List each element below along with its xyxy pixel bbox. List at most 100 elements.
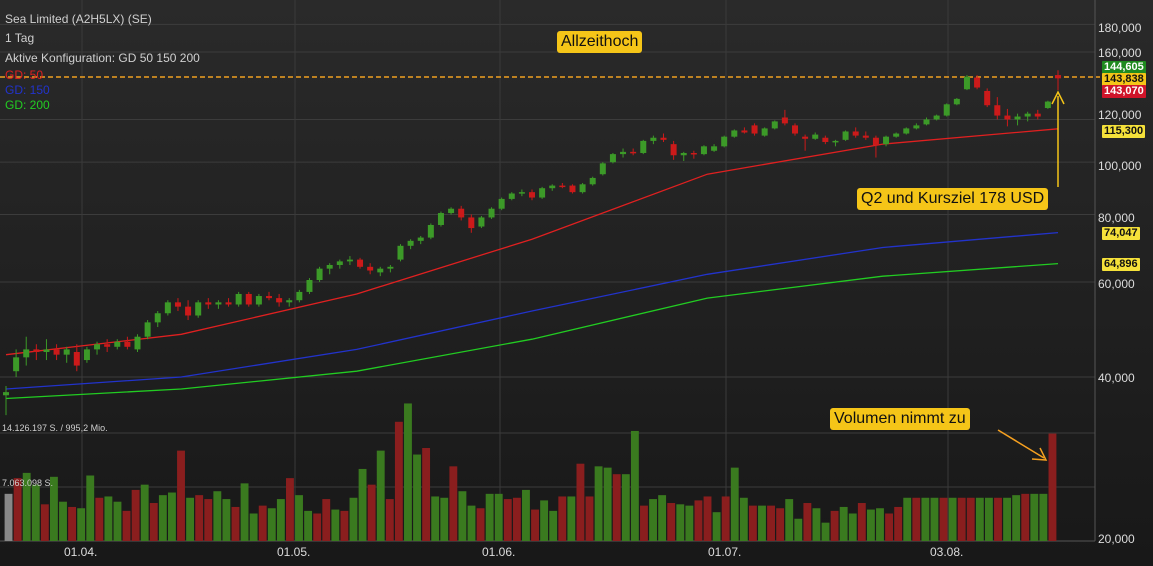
volume-bar	[467, 505, 476, 541]
volume-bar	[594, 466, 603, 541]
candle-body	[437, 213, 444, 225]
candle-body	[893, 133, 900, 137]
candle-body	[134, 336, 141, 350]
candle-body	[630, 151, 637, 154]
candle-body	[276, 298, 283, 303]
candle-body	[943, 104, 950, 116]
volume-bar	[694, 500, 703, 541]
volume-bar	[984, 497, 993, 541]
candle-body	[215, 302, 222, 305]
y-tick-label: 180,000	[1098, 21, 1142, 35]
volume-bar	[313, 513, 322, 541]
candle-body	[1044, 101, 1051, 109]
volume-bar	[857, 503, 866, 541]
annotation-arrow	[997, 429, 1045, 459]
volume-bar	[13, 478, 22, 541]
ma200-line	[5, 262, 1059, 400]
candle-body	[518, 192, 525, 194]
volume-bar	[948, 497, 957, 541]
x-tick-label: 03.08.	[930, 545, 964, 559]
candle-body	[326, 264, 333, 269]
candle-body	[731, 130, 738, 137]
volume-bar	[885, 513, 894, 541]
candle-body	[43, 349, 50, 353]
volume-bar	[703, 496, 712, 541]
volume-bar	[431, 496, 440, 541]
volume-bar	[803, 503, 812, 541]
candle-body	[154, 313, 161, 323]
candle-body	[933, 115, 940, 120]
ma50-line	[5, 128, 1059, 356]
volume-bar	[149, 503, 158, 541]
candle-body	[83, 349, 90, 361]
volume-bar	[603, 467, 612, 541]
volume-bar	[413, 454, 421, 541]
volume-bar	[267, 508, 276, 541]
volume-bar	[512, 497, 521, 541]
candle-body	[923, 119, 930, 125]
volume-bar	[966, 497, 975, 541]
candle-body	[63, 349, 70, 355]
volume-max-label: 14.126.197 S. / 995,2 Mio.	[2, 423, 108, 433]
candle-body	[994, 105, 1001, 116]
candle-body	[792, 125, 798, 134]
volume-bar	[186, 497, 195, 541]
volume-bar	[930, 497, 939, 541]
y-tick-label: 20,000	[1098, 532, 1135, 546]
y-tick-label: 120,000	[1098, 108, 1142, 122]
volume-bar	[1030, 493, 1039, 541]
volume-bar	[22, 472, 31, 541]
candle-body	[468, 217, 475, 229]
candle-body	[235, 293, 242, 305]
annotation-arrowhead	[1031, 447, 1048, 461]
volume-bar	[767, 505, 775, 541]
volume-bar	[776, 508, 785, 541]
volume-bar	[567, 496, 576, 541]
candle-body	[53, 349, 60, 355]
volume-bar	[830, 510, 839, 541]
volume-bar	[68, 506, 77, 541]
candle-body	[336, 261, 343, 265]
y-tick-label: 40,000	[1098, 371, 1135, 385]
volume-bar	[177, 450, 185, 541]
volume-bar	[667, 503, 676, 541]
candle-body	[650, 137, 657, 141]
volume-bar	[158, 495, 167, 541]
candle-body	[23, 349, 30, 358]
candle-body	[812, 134, 819, 139]
volume-bar	[4, 493, 13, 541]
volume-bar	[295, 495, 303, 541]
candle-body	[559, 185, 566, 188]
candle-body	[680, 152, 687, 156]
volume-bar	[676, 504, 685, 541]
volume-bar	[440, 497, 449, 541]
volume-bar	[204, 499, 213, 541]
candle-body	[1024, 113, 1031, 117]
volume-bar	[59, 501, 67, 541]
volume-bar	[585, 496, 594, 541]
volume-bar	[195, 495, 204, 541]
volume-bar	[739, 497, 748, 541]
volume-bar	[621, 474, 630, 541]
candle-body	[114, 341, 121, 347]
candle-body	[397, 245, 404, 260]
chart-config: Aktive Konfiguration: GD 50 150 200	[5, 51, 200, 65]
candle-body	[700, 146, 707, 155]
candle-body	[852, 131, 859, 136]
candle-body	[377, 268, 384, 273]
volume-bar	[522, 489, 530, 541]
price-badge-gd150: 74,047	[1102, 227, 1140, 240]
candle-body	[539, 188, 546, 198]
volume-bar	[549, 510, 558, 541]
candle-body	[569, 185, 576, 193]
volume-bar	[458, 491, 467, 541]
volume-bar	[921, 497, 930, 541]
volume-bar	[231, 506, 240, 541]
volume-bar	[748, 505, 757, 541]
candle-body	[33, 349, 40, 353]
candle-body	[690, 152, 697, 155]
annotation-volume: Volumen nimmt zu	[830, 408, 970, 430]
volume-bar	[131, 489, 140, 541]
candle-body	[1034, 113, 1041, 117]
